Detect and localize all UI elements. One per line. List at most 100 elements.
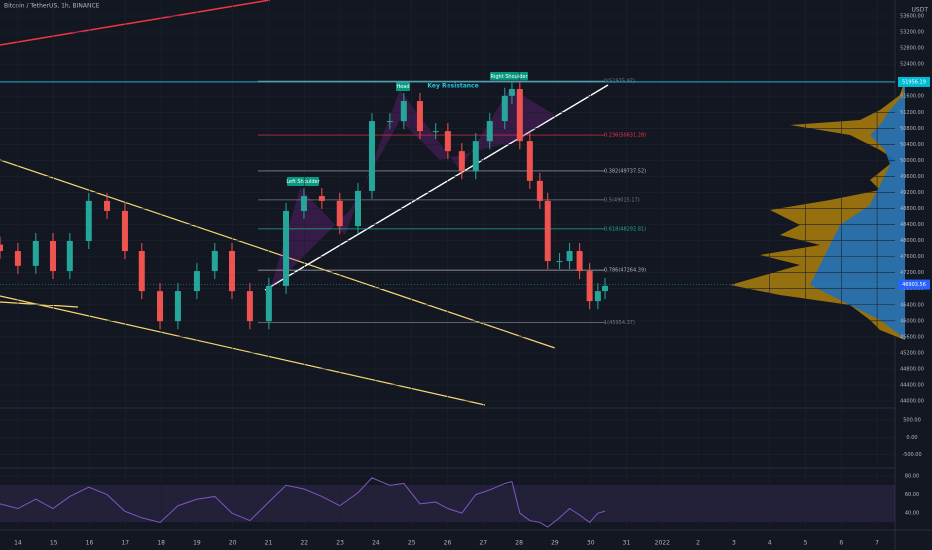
candle-body [193,271,200,292]
candle-body [211,251,218,272]
y-tick-label: 80.00 [905,474,919,480]
candle-body [516,89,523,142]
candle-body [566,251,573,262]
y-tick-label: 48800.00 [900,206,924,212]
fib-label: 1(45954.37) [604,320,635,326]
candle-body [104,200,111,211]
candle-body [526,141,533,181]
fib-label: 0.5(49015.17) [604,197,640,203]
price-tag [898,76,930,87]
x-tick-label: 22 [300,540,308,547]
y-tick-label: 48000.00 [900,238,924,244]
price-tag [898,279,930,290]
candle-body [355,190,361,227]
candle-body [536,180,543,201]
candle-body [501,95,508,122]
candle-body [265,285,272,322]
candle-body [486,121,493,142]
x-tick-label: 28 [515,540,523,547]
candle-body [594,291,601,302]
candle-body [0,244,3,252]
candle-body [586,271,593,302]
y-tick-label: 500.00 [903,418,921,424]
neckline [264,84,609,291]
candle-body [138,251,145,292]
candle-body [556,261,563,263]
y-tick-label: 44800.00 [900,366,924,372]
x-tick-label: 2022 [655,540,670,547]
x-tick-label: 3 [732,540,736,547]
candle-body [416,101,423,132]
y-tick-label: 44400.00 [900,382,924,388]
y-tick-label: 47600.00 [900,254,924,260]
y-tick-label: 49600.00 [900,174,924,180]
candle-body [318,196,325,201]
candle-body [576,251,583,272]
candle-body [32,240,39,266]
fib-label: 0.786(47264.39) [604,268,646,274]
candle-body [368,121,375,191]
x-tick-label: 16 [86,540,94,547]
y-tick-label: 53200.00 [900,30,924,36]
x-tick-label: 31 [623,540,631,547]
x-tick-label: 23 [336,540,344,547]
pattern-fill [270,88,555,290]
candle-body [386,121,393,123]
y-tick-label: 50400.00 [900,142,924,148]
x-tick-label: 14 [14,540,22,547]
x-tick-label: 19 [193,540,201,547]
header-title: Bitcoin / TetherUS, 1h, BINANCE [4,3,100,10]
x-tick-label: 25 [408,540,416,547]
candle-body [602,285,609,292]
y-tick-label: 0.00 [906,435,917,441]
annotation: Head [396,84,409,90]
candle-body [157,291,164,322]
y-tick-label: 60.00 [905,492,919,498]
annotation: Right Shoulder [490,74,528,80]
y-tick-label: 50800.00 [900,126,924,132]
x-tick-label: 21 [265,540,273,547]
candle-body [228,251,235,292]
annotation-box [287,177,319,186]
currency: USDT [912,7,929,14]
candle-body [246,291,253,322]
moving-average [0,0,271,46]
x-tick-label: 29 [551,540,559,547]
candle-body [508,89,515,96]
candle-body [458,151,465,172]
candle-body [544,200,551,262]
annotation-box [396,82,410,91]
y-tick-label: 45200.00 [900,350,924,356]
candle-body [472,141,479,172]
y-tick-label: 50000.00 [900,158,924,164]
x-tick-label: 26 [444,540,452,547]
candle-body [174,291,181,322]
x-tick-label: 20 [229,540,237,547]
y-tick-label: 49200.00 [900,190,924,196]
candle-body [85,200,92,241]
candle-body [49,240,56,272]
y-tick-label: 46400.00 [900,302,924,308]
candle-body [336,200,343,227]
y-tick-label: 44000.00 [900,398,924,404]
candle-body [283,210,290,286]
fib-label: 0.618(48292.81) [604,226,646,232]
x-tick-label: 17 [121,540,129,547]
x-tick-label: 30 [587,540,595,547]
annotation-box [490,72,528,81]
y-tick-label: 51200.00 [900,110,924,116]
trendline [0,295,486,406]
x-tick-label: 18 [157,540,165,547]
annotation: Key Resistance [427,83,478,90]
x-tick-label: 4 [768,540,772,547]
y-tick-label: 45600.00 [900,334,924,340]
x-tick-label: 15 [50,540,58,547]
x-tick-label: 2 [696,540,700,547]
x-tick-label: 7 [875,540,879,547]
y-tick-label: -500.00 [902,452,921,458]
candle-body [300,196,307,211]
candle-body [444,131,451,152]
y-tick-label: 51600.00 [900,94,924,100]
y-tick-label: 47200.00 [900,270,924,276]
